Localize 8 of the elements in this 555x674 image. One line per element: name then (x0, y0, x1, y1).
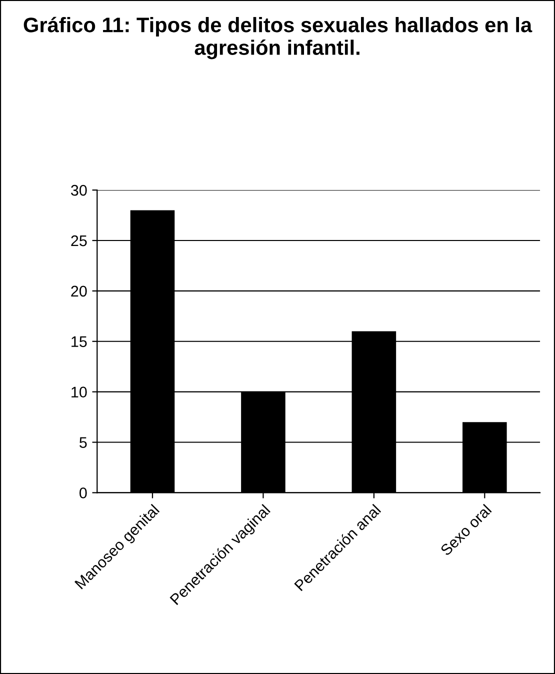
y-tick-label: 30 (70, 184, 87, 196)
chart-title: Gráfico 11: Tipos de delitos sexuales hallados en la agresión infantil. (24, 16, 532, 60)
y-tick-label: 15 (72, 336, 87, 348)
y-tick-label: 0 (80, 488, 87, 498)
y-tick-label: 20 (71, 286, 87, 297)
y-tick-label: 25 (71, 235, 87, 246)
y-tick-label: 5 (80, 437, 87, 448)
y-tick-label: 10 (72, 386, 87, 398)
